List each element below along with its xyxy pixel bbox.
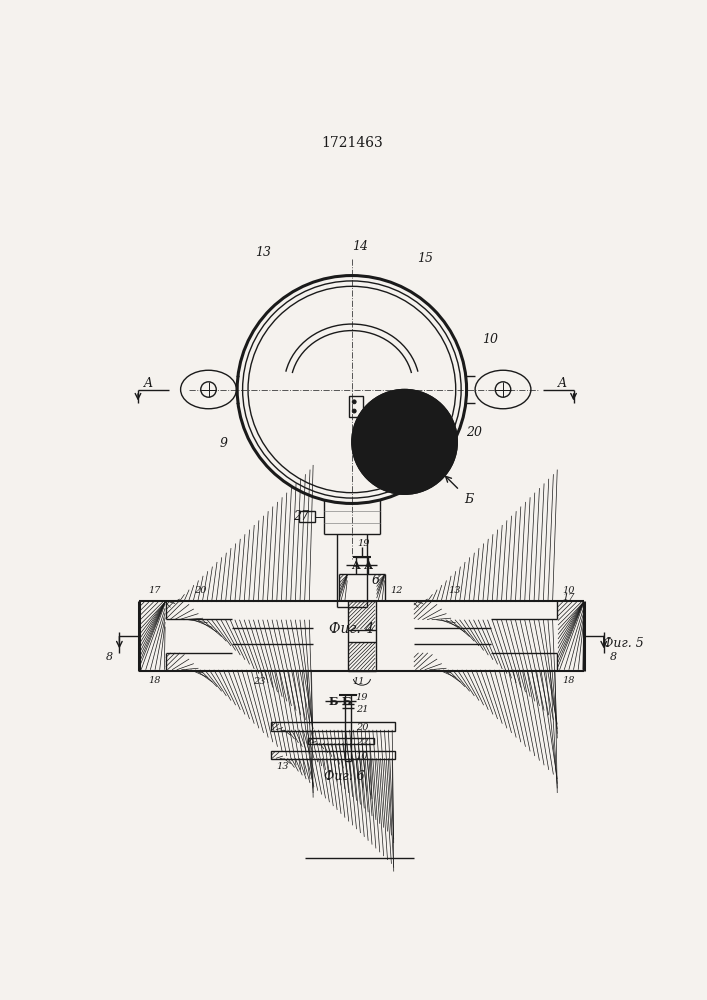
Text: 27: 27 xyxy=(293,510,310,523)
Text: 20: 20 xyxy=(194,586,207,595)
Text: 11: 11 xyxy=(352,677,364,686)
Text: 18: 18 xyxy=(563,676,575,685)
Text: 22: 22 xyxy=(356,738,368,747)
Bar xyxy=(271,722,395,731)
Text: 17: 17 xyxy=(148,586,160,595)
Text: 13: 13 xyxy=(276,762,288,771)
Circle shape xyxy=(352,400,356,404)
Text: 15: 15 xyxy=(418,252,433,265)
Text: 10: 10 xyxy=(356,752,368,761)
Text: 1721463: 1721463 xyxy=(321,136,382,150)
Text: 14: 14 xyxy=(351,240,368,253)
Text: A-A: A-A xyxy=(351,560,373,571)
Bar xyxy=(299,511,315,522)
Text: Б: Б xyxy=(464,493,474,506)
Text: 21: 21 xyxy=(356,705,368,714)
Text: 20: 20 xyxy=(356,723,368,732)
Circle shape xyxy=(402,439,408,445)
Text: 20: 20 xyxy=(467,426,482,439)
Text: 8: 8 xyxy=(106,652,113,662)
Text: 10: 10 xyxy=(482,333,498,346)
Text: Б-Б: Б-Б xyxy=(329,696,352,707)
Bar xyxy=(349,396,363,417)
Text: 18: 18 xyxy=(148,676,160,685)
Text: 8: 8 xyxy=(610,652,617,662)
Circle shape xyxy=(352,389,457,494)
Text: 6: 6 xyxy=(371,574,379,587)
Circle shape xyxy=(392,430,417,454)
Text: A: A xyxy=(144,377,153,390)
Text: Фиг. 6: Фиг. 6 xyxy=(324,770,365,783)
Text: б: б xyxy=(367,403,373,412)
Text: 23: 23 xyxy=(252,677,265,686)
Text: 10: 10 xyxy=(563,586,575,595)
Text: 12: 12 xyxy=(390,586,403,595)
Text: Фиг. 5: Фиг. 5 xyxy=(603,637,643,650)
Text: 17: 17 xyxy=(563,593,575,602)
Text: Фиг. 4: Фиг. 4 xyxy=(329,622,375,636)
Text: 19: 19 xyxy=(356,693,368,702)
Text: 19: 19 xyxy=(357,539,370,548)
Bar xyxy=(271,751,395,759)
Text: 13: 13 xyxy=(449,586,461,595)
Circle shape xyxy=(352,409,356,413)
Text: 9: 9 xyxy=(219,437,227,450)
Bar xyxy=(308,738,373,744)
Text: 13: 13 xyxy=(255,246,271,259)
Text: A: A xyxy=(558,377,567,390)
